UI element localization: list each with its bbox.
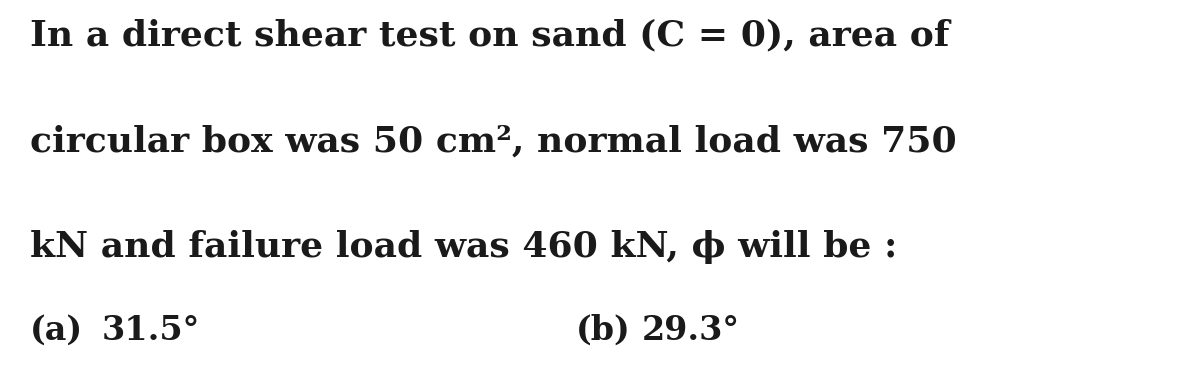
- Text: kN and failure load was 460 kN, ϕ will be :: kN and failure load was 460 kN, ϕ will b…: [30, 230, 898, 264]
- Text: circular box was 50 cm², normal load was 750: circular box was 50 cm², normal load was…: [30, 124, 956, 158]
- Text: (b): (b): [576, 314, 631, 347]
- Text: In a direct shear test on sand (C = 0), area of: In a direct shear test on sand (C = 0), …: [30, 19, 949, 53]
- Text: 31.5°: 31.5°: [102, 314, 200, 347]
- Text: (a): (a): [30, 314, 83, 347]
- Text: 29.3°: 29.3°: [642, 314, 740, 347]
